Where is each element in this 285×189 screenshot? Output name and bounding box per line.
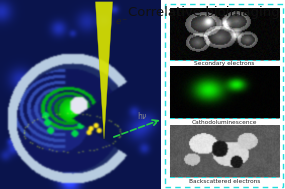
Text: Correlative bioimaging: Correlative bioimaging <box>128 6 280 19</box>
Bar <box>165 4 283 187</box>
Text: e$^-$: e$^-$ <box>115 17 129 26</box>
Bar <box>170 9 279 60</box>
Bar <box>170 67 279 118</box>
Text: Backscattered electrons: Backscattered electrons <box>189 179 260 184</box>
Text: Secondary electrons: Secondary electrons <box>194 61 255 66</box>
Text: h$\nu$: h$\nu$ <box>137 110 148 121</box>
Text: Cathodoluminescence: Cathodoluminescence <box>192 120 257 125</box>
Bar <box>170 126 279 177</box>
Polygon shape <box>95 2 113 139</box>
